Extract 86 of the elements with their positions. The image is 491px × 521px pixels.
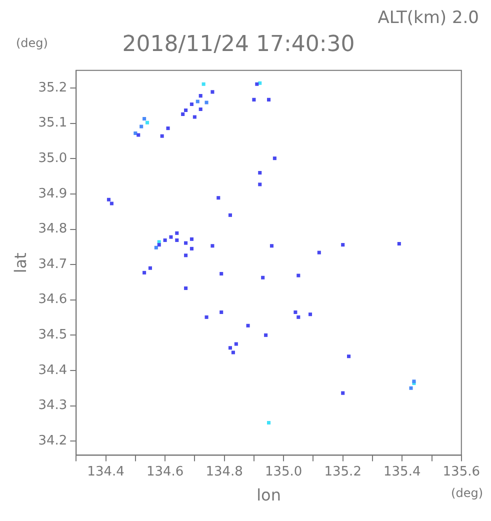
y-tick-label: 34.3: [38, 398, 68, 414]
point: [196, 100, 200, 104]
y-tick-label: 34.9: [38, 186, 68, 202]
point: [202, 82, 206, 86]
point: [296, 274, 300, 278]
point: [146, 120, 150, 124]
point: [341, 243, 345, 247]
point: [210, 90, 214, 94]
y-tick-label: 34.8: [38, 222, 68, 237]
x-tick-label: 134.8: [206, 464, 243, 480]
point: [142, 270, 146, 274]
point: [190, 102, 194, 106]
point: [258, 171, 262, 175]
x-tick-label: 135.2: [324, 464, 362, 480]
point: [220, 310, 224, 314]
point: [252, 98, 256, 102]
point: [184, 286, 188, 290]
text: (deg): [451, 486, 483, 500]
point: [228, 213, 232, 217]
x-axis-title: lon: [256, 486, 281, 505]
point: [220, 272, 224, 276]
y-tick-label: 35.1: [38, 116, 68, 131]
point: [397, 242, 401, 246]
point: [198, 94, 202, 98]
point: [264, 333, 268, 337]
point: [231, 350, 235, 354]
point: [163, 238, 167, 242]
point: [204, 315, 208, 319]
point: [308, 312, 312, 316]
point: [210, 244, 214, 248]
point: [175, 238, 179, 242]
point: [272, 156, 276, 160]
x-tick-label: 134.6: [146, 464, 184, 480]
point: [184, 241, 188, 245]
x-tick-label: 135.4: [384, 464, 421, 480]
point: [181, 112, 185, 116]
point: [154, 246, 158, 250]
point: [134, 131, 138, 136]
point: [261, 276, 265, 280]
point: [175, 231, 179, 235]
point: [317, 250, 321, 254]
y-axis-title: lat: [10, 252, 30, 274]
point: [160, 134, 164, 138]
point: [190, 246, 194, 250]
point: [216, 196, 220, 200]
point: [234, 342, 238, 346]
y-tick-label: 35.0: [38, 151, 68, 166]
point: [347, 354, 351, 358]
point: [110, 202, 114, 206]
point: [169, 235, 173, 239]
chart-subtitle: ALT(km) 2.0: [378, 8, 479, 28]
point: [166, 126, 170, 130]
chart-title: 2018/11/24 17:40:30: [122, 32, 355, 57]
point: [294, 310, 298, 314]
point: [148, 266, 152, 270]
point: [267, 98, 271, 102]
point: [341, 391, 345, 395]
point: [246, 324, 250, 328]
x-tick-label: 135.0: [264, 464, 302, 480]
point: [184, 108, 188, 112]
point: [190, 237, 194, 241]
point: [106, 198, 111, 202]
y-tick-label: 35.2: [38, 80, 68, 96]
y-tick-label: 34.6: [38, 292, 68, 308]
x-tick-label: 134.4: [87, 464, 124, 480]
point: [140, 124, 144, 128]
point: [267, 420, 271, 424]
x-tick-label: 135.6: [442, 464, 480, 480]
point: [136, 133, 140, 137]
point: [198, 107, 202, 111]
text: (deg): [16, 36, 48, 50]
point: [192, 115, 196, 119]
y-tick-label: 34.2: [38, 433, 68, 448]
point: [409, 386, 413, 390]
y-tick-label: 34.5: [38, 328, 68, 343]
y-tick-label: 34.4: [38, 362, 68, 378]
point: [270, 244, 274, 248]
y-tick-label: 34.7: [38, 256, 68, 272]
point: [228, 346, 232, 350]
point: [204, 100, 208, 104]
point: [142, 116, 146, 121]
point: [255, 82, 259, 86]
point: [258, 182, 262, 186]
point: [157, 243, 161, 247]
point: [296, 315, 300, 319]
point: [184, 254, 188, 258]
